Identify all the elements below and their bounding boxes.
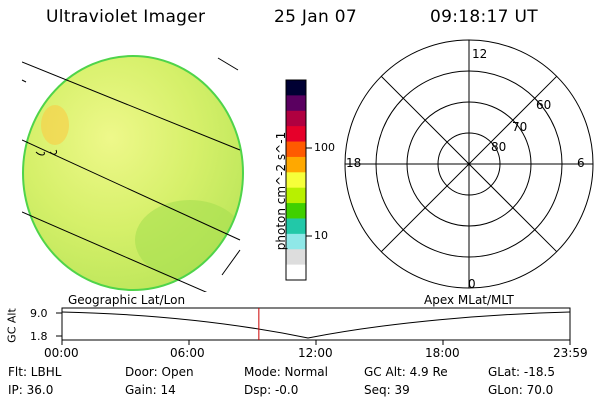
emission-patch (41, 105, 69, 145)
altitude-curve (61, 311, 571, 339)
x-tick-label-1200: 12:00 (298, 346, 333, 360)
apex-label: Apex MLat/MLT (424, 293, 514, 307)
mlt-label-18: 18 (346, 156, 362, 170)
colorbar-tick-label-10: 10 (314, 229, 328, 242)
disk-limb (22, 55, 244, 291)
polar-dial (344, 39, 594, 289)
x-tick-label-2359: 23:59 (553, 346, 588, 360)
grid-fragment (217, 57, 239, 71)
colorbar-band (286, 233, 306, 250)
colorbar-band (286, 80, 306, 96)
colorbar-frame (285, 79, 307, 281)
colorbar-band (286, 249, 306, 266)
gc-alt-info: GC Alt: 4.9 Re (364, 365, 448, 379)
grid-line (22, 211, 208, 292)
colorbar (285, 79, 312, 281)
colorbar-band (286, 172, 306, 189)
glon-info: GLon: 70.0 (488, 383, 554, 397)
y-tick-label-1.8: 1.8 (30, 330, 48, 343)
lat-lon-grid (22, 61, 241, 292)
colorbar-band (286, 203, 306, 219)
filter-info: Flt: LBHL (8, 365, 62, 379)
grid-fragment (21, 79, 27, 83)
time-label: 09:18:17 UT (430, 7, 538, 27)
mlt-label-6: 6 (577, 156, 585, 170)
meridian-diagonal (380, 75, 558, 253)
glat-info: GLat: -18.5 (488, 365, 555, 379)
mlt-label-0: 0 (468, 277, 476, 291)
orbit-plot (56, 307, 571, 345)
grid-line (22, 61, 241, 151)
gain-info: Gain: 14 (125, 383, 176, 397)
y-tick-label-9: 9.0 (30, 307, 48, 320)
colorbar-tick-label-100: 100 (314, 141, 335, 154)
x-tick-label-0600: 06:00 (170, 346, 205, 360)
date-label: 25 Jan 07 (274, 7, 357, 27)
orbit-ylabel: GC Alt (5, 308, 19, 343)
lat-label-80: 80 (491, 140, 507, 154)
coastline (49, 149, 57, 155)
colorbar-band (286, 187, 306, 204)
mode-info: Mode: Normal (244, 365, 328, 379)
geographic-label: Geographic Lat/Lon (68, 293, 186, 307)
door-info: Door: Open (125, 365, 194, 379)
colorbar-band (286, 264, 306, 281)
ip-info: IP: 36.0 (8, 383, 54, 397)
colorbar-band (286, 141, 306, 158)
grid-line (22, 139, 241, 241)
colorbar-label-text: photon cm^-2 s^-1 (274, 131, 288, 251)
colorbar-bands (286, 80, 306, 281)
x-tick-label-1800: 18:00 (425, 346, 460, 360)
coastline (35, 151, 45, 156)
x-tick-label-0000: 00:00 (44, 346, 79, 360)
colorbar-band (286, 156, 306, 173)
grid-fragment (221, 249, 241, 276)
orbit-frame (61, 307, 571, 341)
instrument-title: Ultraviolet Imager (46, 7, 206, 27)
colorbar-band (286, 126, 306, 143)
colorbar-band (286, 95, 306, 112)
colorbar-band (286, 110, 306, 127)
lat-label-60: 60 (536, 98, 552, 112)
colorbar-band (286, 218, 306, 235)
mlt-label-12: 12 (472, 47, 488, 61)
colorbar-label: photon cm^-2 s^-1 (274, 126, 288, 256)
lat-label-70: 70 (512, 120, 528, 134)
dsp-info: Dsp: -0.0 (244, 383, 299, 397)
uv-image (21, 55, 244, 292)
seq-info: Seq: 39 (364, 383, 410, 397)
